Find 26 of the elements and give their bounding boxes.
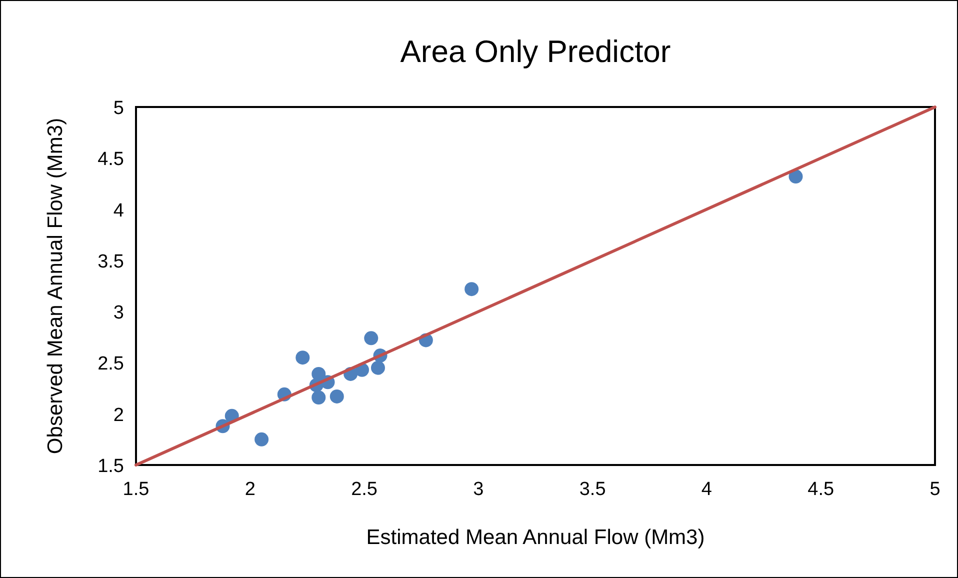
x-tick-label: 4	[701, 479, 712, 500]
point	[370, 360, 385, 375]
y-tick-label: 3	[113, 302, 124, 324]
point	[464, 282, 479, 296]
y-axis-title: Observed Mean Annual Flow (Mm3)	[44, 118, 67, 454]
point	[364, 331, 378, 346]
y-tick-label: 3.5	[98, 251, 124, 272]
point	[312, 390, 326, 404]
x-tick-label: 2	[244, 479, 256, 500]
x-tick-label: 3	[473, 479, 484, 500]
point	[788, 170, 803, 184]
point	[254, 432, 269, 446]
y-tick-label: 4.5	[98, 149, 124, 170]
x-tick-label: 4.5	[808, 479, 834, 500]
point	[330, 389, 344, 404]
y-tick-label: 5	[113, 98, 124, 119]
x-tick-label: 2.5	[351, 479, 378, 500]
y-tick-label: 1.5	[98, 456, 124, 477]
point	[296, 350, 310, 365]
x-tick-label: 3.5	[579, 479, 606, 500]
x-axis-title: Estimated Mean Annual Flow (Mm3)	[366, 526, 705, 549]
x-tick-label: 5	[930, 479, 940, 500]
y-tick-label: 4	[113, 200, 124, 222]
y-tick-label: 2.5	[98, 354, 124, 375]
y-tick-label: 2	[113, 404, 124, 426]
chart-title: Area Only Predictor	[400, 34, 671, 69]
